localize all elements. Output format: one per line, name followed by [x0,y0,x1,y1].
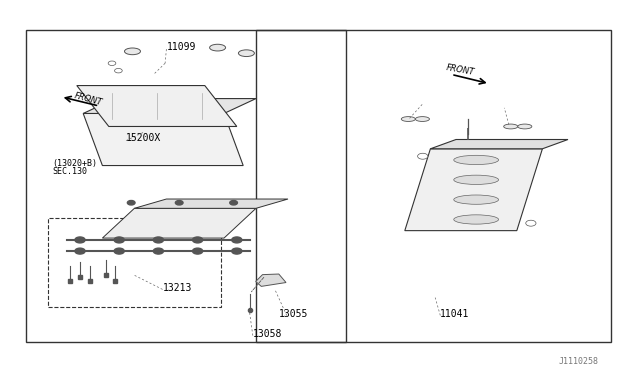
Text: 15200X: 15200X [126,133,161,143]
Circle shape [108,61,116,65]
Text: SEC.130: SEC.130 [52,167,88,176]
Ellipse shape [454,155,499,165]
Circle shape [154,248,164,254]
Ellipse shape [198,104,214,108]
Polygon shape [134,199,288,208]
Ellipse shape [454,195,499,204]
Polygon shape [256,274,286,286]
Polygon shape [77,86,237,126]
Circle shape [232,248,242,254]
Ellipse shape [102,104,118,108]
Ellipse shape [518,124,532,129]
Text: 11099: 11099 [166,42,196,52]
Text: J1110258: J1110258 [559,357,598,366]
Bar [256,30,611,342]
Ellipse shape [238,50,255,57]
Ellipse shape [454,215,499,224]
Text: FRONT: FRONT [74,91,104,107]
Polygon shape [83,113,243,166]
Bar [48,218,221,307]
Circle shape [230,201,237,205]
Circle shape [193,237,203,243]
Text: FRONT: FRONT [445,63,476,77]
Text: 13058: 13058 [253,328,282,339]
Circle shape [193,248,203,254]
Ellipse shape [454,175,499,185]
Ellipse shape [504,124,518,129]
Ellipse shape [166,104,182,108]
Ellipse shape [401,117,415,122]
Circle shape [114,248,124,254]
Circle shape [154,237,164,243]
Text: 11041: 11041 [440,309,470,319]
Bar [26,30,346,342]
Text: 13055: 13055 [279,309,308,319]
Circle shape [75,248,85,254]
Ellipse shape [124,48,141,55]
Circle shape [526,220,536,226]
Polygon shape [83,99,256,113]
Circle shape [75,237,85,243]
Circle shape [232,237,242,243]
Ellipse shape [415,117,429,122]
Text: 13213: 13213 [163,283,192,293]
Circle shape [127,201,135,205]
Polygon shape [404,149,543,231]
Circle shape [417,153,428,159]
Ellipse shape [210,44,226,51]
Circle shape [115,68,122,73]
Polygon shape [102,208,256,238]
Circle shape [114,237,124,243]
Circle shape [175,201,183,205]
Text: (13020+B): (13020+B) [52,159,97,168]
Ellipse shape [134,104,150,108]
Polygon shape [430,140,568,149]
